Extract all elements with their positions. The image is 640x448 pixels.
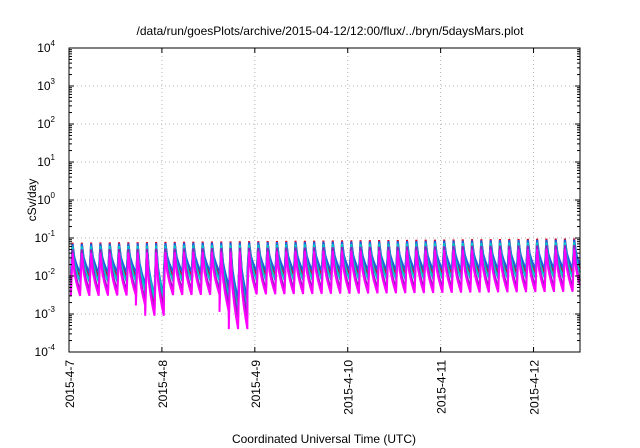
y-tick-label: 101 [37,153,55,169]
x-tick-label: 2015-4-7 [63,360,77,408]
grid [69,48,580,352]
series-line [69,248,581,330]
y-tick-label: 10-2 [35,267,56,283]
x-tick-label: 2015-4-10 [342,360,356,415]
y-tick-label: 102 [37,115,55,131]
y-tick-label: 10-3 [35,305,56,321]
x-tick-label: 2015-4-11 [435,360,449,414]
x-tick-label: 2015-4-12 [528,360,542,415]
chart-title: /data/run/goesPlots/archive/2015-04-12/1… [137,24,525,38]
x-tick-label: 2015-4-9 [249,360,263,408]
y-tick-label: 104 [37,39,55,55]
y-tick-label: 100 [37,191,55,207]
y-tick-label: 10-4 [35,343,56,359]
y-tick-label: 10-1 [35,229,56,245]
y-axis-label: cSv/day [25,179,39,222]
series-group [69,238,581,330]
y-tick-label: 103 [37,77,55,93]
x-tick-label: 2015-4-8 [156,360,170,408]
x-axis: 2015-4-7 2015-4-8 2015-4-9 2015-4-10 2015-4-… [63,48,542,415]
x-axis-label: Coordinated Universal Time (UTC) [232,432,416,446]
y-axis: 10-4 10-3 10-2 10-1 100 101 102 103 104 [35,39,580,359]
